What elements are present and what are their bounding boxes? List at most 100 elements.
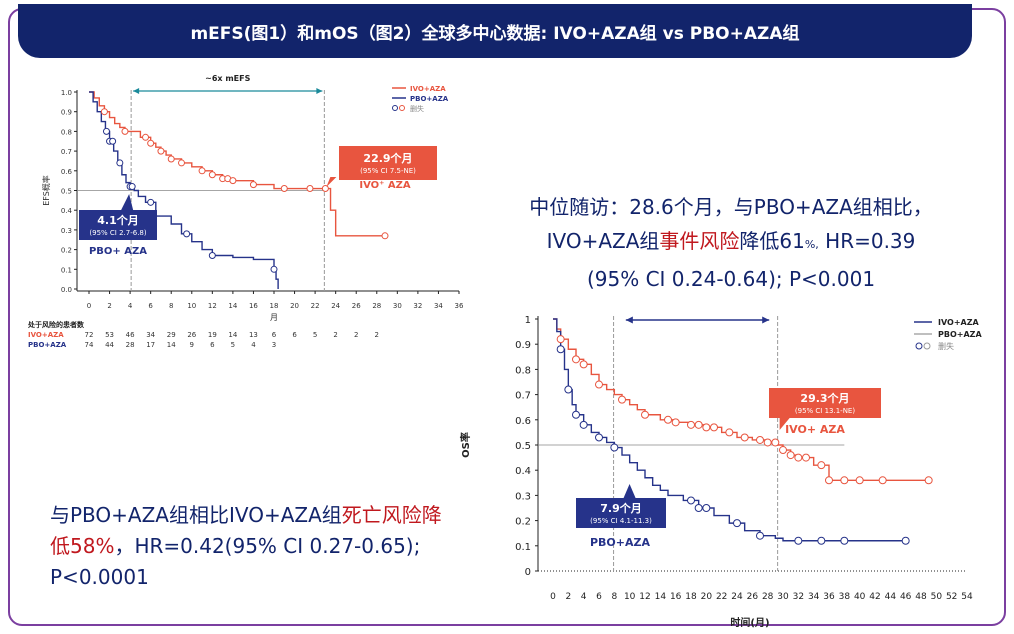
- efs-x-tick-label: 22: [311, 302, 320, 310]
- efs-legend-pbo-label: PBO+AZA: [410, 95, 449, 103]
- os-censor-pbo: [564, 385, 573, 394]
- efs-callout-pbo-value: 4.1个月: [97, 213, 139, 227]
- efs-censor-pbo: [147, 198, 155, 206]
- os-y-tick-label: 1: [525, 315, 531, 326]
- os-censor-ivo: [572, 355, 580, 364]
- efs-series-label-pbo: PBO+ AZA: [89, 246, 147, 257]
- efs-x-axis-label: 月: [270, 313, 278, 322]
- efs-censor-ivo: [321, 185, 329, 193]
- os-censor-ivo: [802, 453, 810, 462]
- efs-y-tick-label: 0.3: [61, 227, 72, 235]
- os-x-tick-label: 18: [685, 592, 697, 602]
- efs-x-tick-label: 34: [434, 302, 443, 310]
- efs-censor-ivo: [306, 185, 314, 193]
- efs-x-tick-label: 16: [249, 302, 258, 310]
- efs-risk-table-title: 处于风险的患者数: [27, 320, 85, 329]
- os-callout-ivo-box: [769, 388, 881, 418]
- os-censor-pbo: [702, 504, 711, 512]
- efs-censor-pbo: [116, 159, 124, 167]
- efs-censor-ivo: [142, 133, 150, 141]
- os-y-tick-label: 0.7: [515, 391, 531, 402]
- efs-y-tick-label: 0.4: [61, 207, 73, 215]
- os-censor-ivo: [687, 420, 695, 429]
- os-series-label-ivo: IVO+ AZA: [785, 423, 845, 436]
- os-censor-ivo: [641, 410, 649, 419]
- efs-y-tick-label: 0.8: [61, 128, 72, 136]
- os-summary-highlight: 死亡风险降低58%: [50, 503, 442, 558]
- os-x-tick-label: 12: [639, 592, 650, 602]
- efs-censor-pbo: [183, 230, 191, 238]
- efs-risk-cell: 4: [251, 341, 256, 349]
- os-censor-ivo: [618, 395, 626, 404]
- efs-risk-cell: 5: [231, 341, 235, 349]
- os-censor-ivo: [817, 461, 826, 470]
- efs-risk-cell: 17: [146, 341, 155, 349]
- efs-callout-pbo-box: [79, 210, 157, 240]
- efs-x-tick-label: 30: [393, 302, 402, 310]
- efs-censor-ivo: [157, 147, 165, 155]
- efs-x-tick-label: 26: [352, 302, 361, 310]
- os-x-tick-label: 24: [731, 592, 743, 602]
- os-series-label-pbo: PBO+AZA: [590, 536, 651, 549]
- os-censor-pbo: [687, 496, 695, 505]
- os-y-tick-label: 0.8: [515, 365, 531, 376]
- os-y-tick-label: 0.1: [515, 542, 531, 553]
- efs-x-tick-label: 2: [107, 302, 111, 310]
- os-censor-ivo: [878, 476, 887, 485]
- os-censor-ivo: [771, 438, 780, 447]
- os-censor-ivo: [671, 418, 680, 427]
- efs-y-tick-label: 0.6: [61, 168, 73, 176]
- os-callout-pbo-ci: (95% CI 4.1-11.3): [590, 517, 652, 525]
- os-x-tick-label: 48: [915, 592, 927, 602]
- efs-risk-cell: 44: [105, 341, 114, 349]
- efs-bracket-label: ~6x mEFS: [205, 74, 250, 83]
- os-x-axis-label: 时间(月): [730, 616, 769, 629]
- os-censor-ivo: [794, 453, 803, 462]
- os-x-tick-label: 10: [624, 592, 636, 602]
- efs-x-tick-label: 8: [169, 302, 173, 310]
- os-x-tick-label: 54: [961, 592, 973, 602]
- efs-censor-ivo: [167, 155, 175, 163]
- efs-series-label-ivo: IVO⁺ AZA: [359, 180, 411, 191]
- os-censor-ivo: [579, 360, 588, 369]
- os-x-tick-label: 0: [550, 592, 556, 602]
- os-censor-ivo: [855, 476, 864, 485]
- os-censor-ivo: [694, 420, 703, 429]
- os-censor-pbo: [579, 420, 588, 429]
- os-y-tick-label: 0: [525, 567, 531, 578]
- efs-censor-pbo: [128, 183, 136, 191]
- os-censor-ivo: [924, 476, 933, 485]
- efs-summary-line2: IVO+AZA组事件风险降低61%, HR=0.39: [496, 224, 966, 262]
- os-x-tick-label: 6: [596, 592, 602, 602]
- efs-summary-mid: 降低61: [739, 229, 805, 253]
- efs-censor-ivo: [100, 108, 108, 116]
- efs-callout-ivo-pointer: [326, 177, 337, 187]
- os-censor-ivo: [556, 335, 565, 344]
- efs-callout-ivo-ci: (95% CI 7.5-NE): [360, 167, 416, 175]
- efs-risk-cell: 5: [313, 331, 317, 339]
- efs-x-tick-label: 24: [331, 302, 340, 310]
- efs-x-tick-label: 14: [228, 302, 237, 310]
- efs-risk-cell: 53: [105, 331, 114, 339]
- os-bracket-arrow-left: [625, 316, 633, 324]
- efs-risk-cell: 34: [146, 331, 155, 339]
- os-censor-pbo: [901, 536, 910, 545]
- os-x-tick-label: 40: [854, 592, 866, 602]
- os-x-tick-label: 42: [869, 592, 880, 602]
- efs-x-tick-label: 28: [372, 302, 381, 310]
- os-censor-ivo: [756, 435, 764, 444]
- os-x-tick-label: 50: [931, 592, 943, 602]
- efs-y-tick-label: 0.1: [61, 266, 72, 274]
- efs-x-tick-label: 20: [290, 302, 299, 310]
- os-bracket-arrow-right: [762, 316, 770, 324]
- efs-bracket-arrow-right: [316, 88, 323, 94]
- efs-summary: 中位随访：28.6个月，与PBO+AZA组相比， IVO+AZA组事件风险降低6…: [496, 190, 966, 296]
- efs-x-tick-label: 36: [455, 302, 464, 310]
- efs-censor-ivo: [121, 127, 129, 135]
- os-censor-ivo: [840, 476, 849, 485]
- efs-risk-cell: 6: [210, 341, 215, 349]
- os-x-tick-label: 38: [839, 592, 851, 602]
- efs-legend-censor-ivo: [399, 105, 405, 111]
- efs-y-tick-label: 0.5: [61, 188, 72, 196]
